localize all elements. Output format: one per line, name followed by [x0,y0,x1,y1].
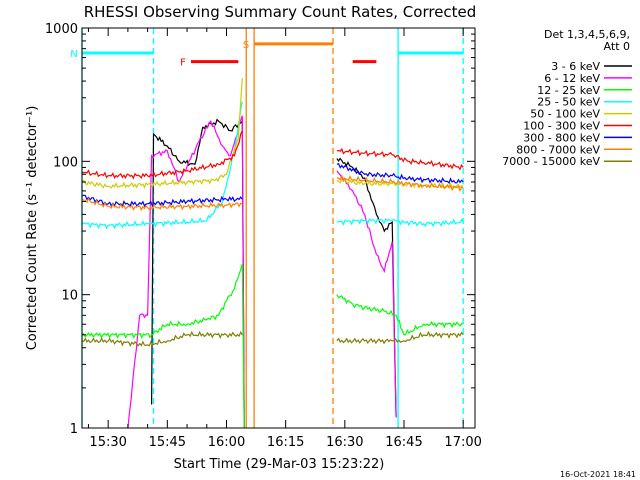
series-line-8-1 [336,330,464,345]
y-tick-label-3: 1000 [45,22,78,37]
series-line-2-0 [81,263,245,429]
series-line-5-1 [336,147,464,171]
series-line-7-1 [336,174,464,192]
legend-header-0: Det 1,3,4,5,6,9, [544,28,630,41]
x-axis-label: Start Time (29-Mar-03 15:23:22) [174,457,385,472]
legend-label-4: 50 - 100 keV [530,108,600,121]
legend-label-5: 100 - 300 keV [523,120,600,133]
legend-label-8: 7000 - 15000 keV [502,155,600,168]
legend-label-0: 3 - 6 keV [551,60,600,73]
x-tick-label-1: 15:45 [149,435,186,450]
y-axis-label: Corrected Count Rate (s⁻¹ detector⁻¹) [25,106,40,351]
legend-label-2: 12 - 25 keV [537,84,600,97]
series-line-3-0 [81,101,243,230]
series-line-6-1 [336,162,464,184]
plot-frame [81,27,476,429]
series-line-5-0 [81,130,243,180]
legend-label-3: 25 - 50 keV [537,96,600,109]
flag-label-N: N [70,49,77,60]
series-line-7-0 [81,197,243,212]
series-line-3-1 [336,218,464,228]
flag-label-S: S [243,40,249,51]
series-line-0-0 [151,118,245,429]
chart-title: RHESSI Observing Summary Count Rates, Co… [84,3,477,21]
x-tick-label-2: 16:00 [208,435,245,450]
x-tick-label-0: 15:30 [89,435,126,450]
legend-label-7: 800 - 7000 keV [516,143,600,156]
x-tick-label-4: 16:30 [326,435,363,450]
legend-header-1: Att 0 [604,40,630,53]
footer-date: 16-Oct-2021 18:41 [560,470,636,479]
x-tick-label-5: 16:45 [385,435,422,450]
series-line-6-0 [81,194,243,208]
series-line-4-0 [81,78,243,189]
legend-label-6: 300 - 800 keV [523,131,600,144]
x-tick-label-3: 16:15 [267,435,304,450]
y-tick-label-0: 1 [70,422,78,437]
legend-label-1: 6 - 12 keV [544,72,600,85]
x-tick-label-6: 17:00 [444,435,481,450]
flag-label-F: F [180,58,186,69]
series-line-2-1 [336,294,464,336]
y-tick-label-1: 10 [61,289,78,304]
y-tick-label-2: 100 [53,155,78,170]
series-line-8-0 [81,330,243,348]
